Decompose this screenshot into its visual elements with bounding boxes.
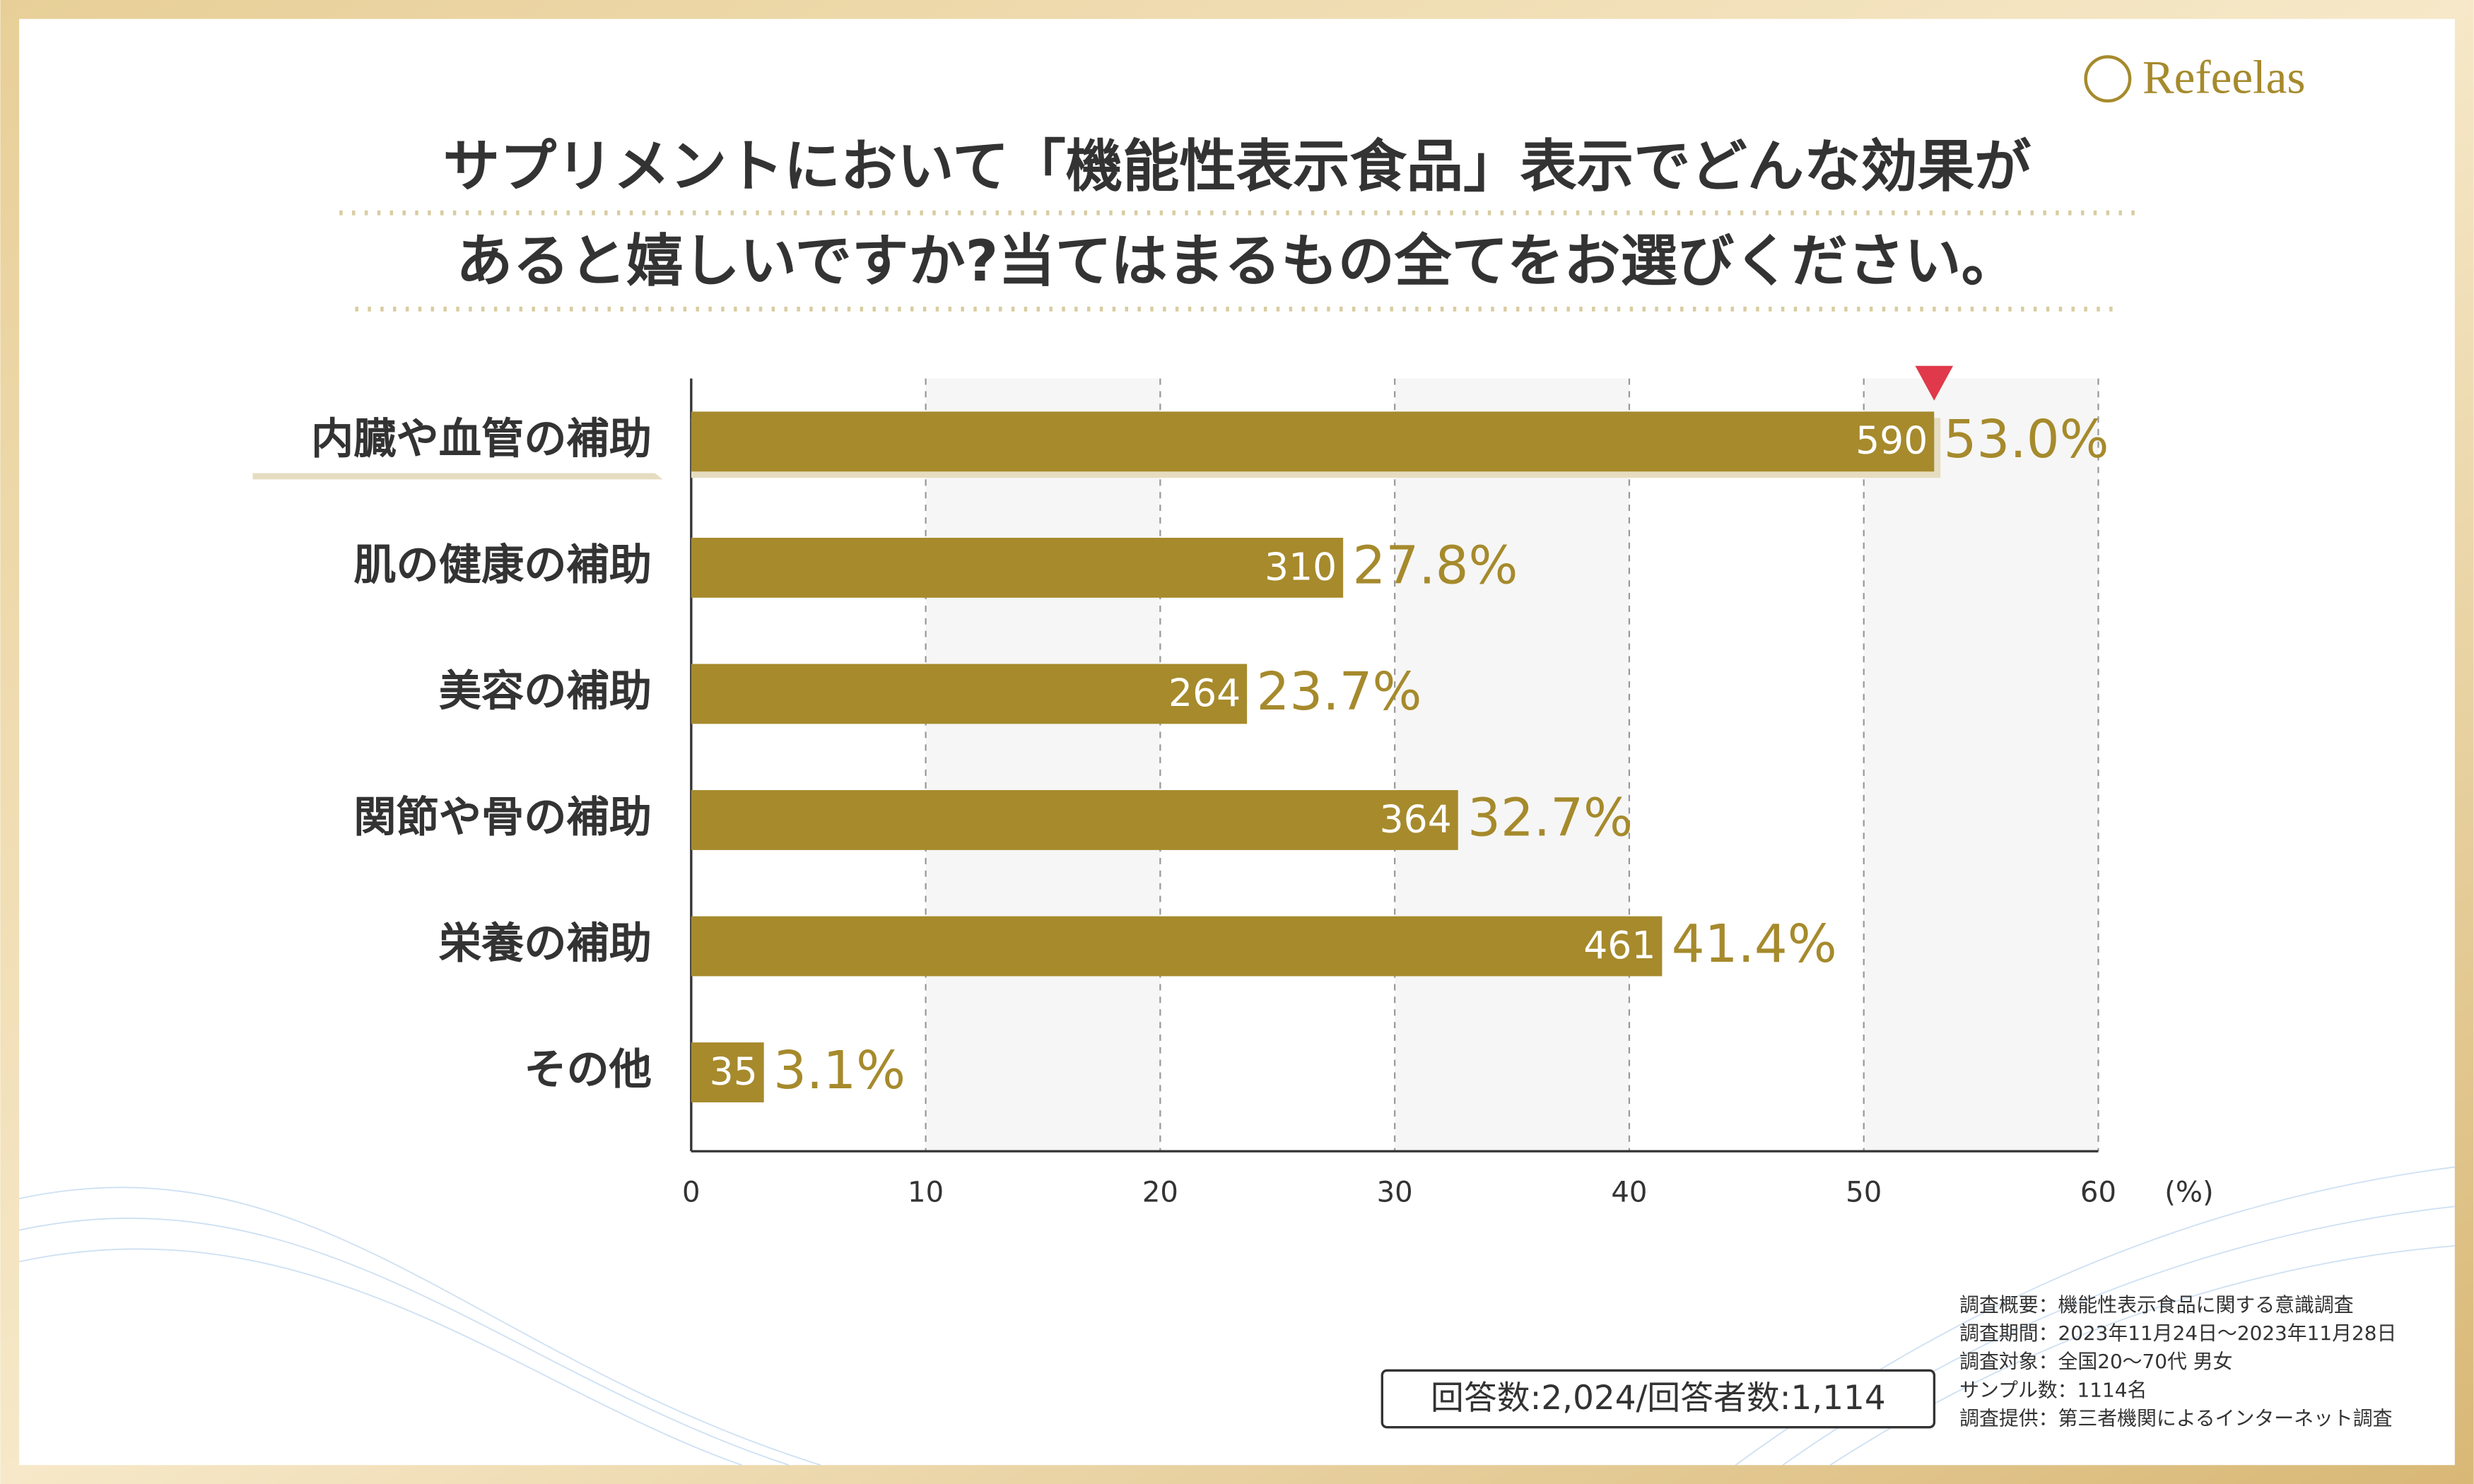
x-tick-label: 50: [1846, 1176, 1882, 1208]
y-tick-label: 栄養の補助: [439, 919, 652, 969]
y-tick-label: 関節や骨の補助: [353, 793, 652, 842]
survey-note: 調査期間：2023年11月24日～2023年11月28日: [1959, 1321, 2396, 1345]
bar: [691, 790, 1458, 850]
value-label: 53.0%: [1944, 410, 2109, 470]
x-tick-label: 0: [682, 1176, 700, 1208]
count-label: 364: [1380, 796, 1452, 841]
survey-note: 調査提供：第三者機関によるインターネット調査: [1959, 1407, 2392, 1430]
grid-band: [1863, 378, 2099, 1152]
survey-note: サンプル数：1114名: [1959, 1378, 2147, 1401]
y-tick-label: 内臓や血管の補助: [311, 414, 652, 464]
response-summary: 回答数:2,024/回答者数:1,114: [1431, 1379, 1886, 1418]
bar: [691, 916, 1663, 977]
count-label: 310: [1265, 544, 1337, 589]
x-tick-label: 30: [1377, 1176, 1413, 1208]
grid-band: [925, 378, 1161, 1152]
grid-band: [1395, 378, 1629, 1152]
value-label: 3.1%: [773, 1041, 905, 1101]
survey-note: 調査概要：機能性表示食品に関する意識調査: [1959, 1293, 2354, 1317]
y-tick-label: 美容の補助: [439, 667, 652, 717]
bar: [691, 537, 1344, 598]
x-tick-label: 60: [2080, 1176, 2116, 1208]
value-label: 27.8%: [1353, 536, 1518, 596]
survey-note: 調査対象：全国20～70代 男女: [1959, 1350, 2232, 1373]
title-line: あると嬉しいですか?当てはまるもの全てをお選びください。: [456, 228, 2018, 294]
label-highlight: [252, 473, 663, 480]
x-tick-label: 40: [1611, 1176, 1647, 1208]
value-label: 23.7%: [1257, 662, 1422, 722]
y-tick-label: その他: [524, 1045, 652, 1095]
bar: [691, 664, 1248, 724]
bar: [691, 411, 1935, 472]
value-label: 32.7%: [1467, 789, 1633, 849]
count-label: 35: [710, 1049, 758, 1093]
summary-box: [1380, 1369, 1936, 1429]
top-marker: [1915, 365, 1954, 401]
count-label: 264: [1168, 671, 1241, 715]
count-label: 461: [1583, 923, 1655, 967]
x-unit: (%): [2164, 1176, 2214, 1208]
title-line: サプリメントにおいて「機能性表示食品」表示でどんな効果が: [443, 133, 2032, 199]
y-tick-label: 肌の健康の補助: [353, 541, 652, 590]
bar: [691, 1042, 764, 1102]
count-label: 590: [1856, 418, 1928, 463]
x-tick-label: 10: [908, 1176, 944, 1208]
brand: Refeelas: [2142, 51, 2305, 103]
value-label: 41.4%: [1672, 914, 1837, 974]
x-tick-label: 20: [1142, 1176, 1178, 1208]
logo-mark: [2084, 55, 2132, 103]
